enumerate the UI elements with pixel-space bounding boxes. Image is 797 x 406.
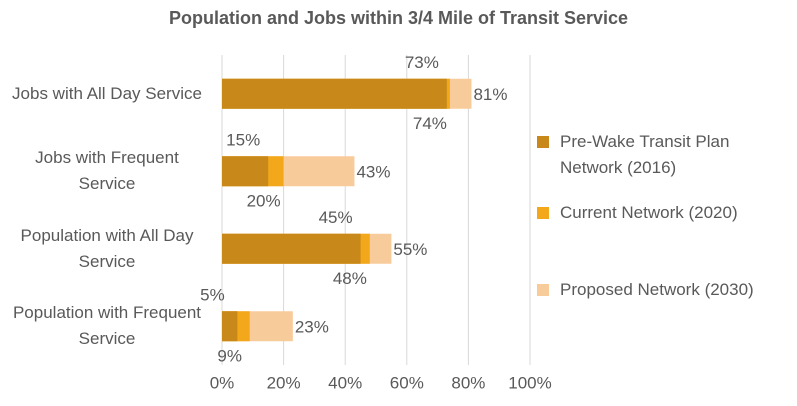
data-label: 55% (393, 240, 427, 259)
data-label: 45% (319, 208, 353, 227)
x-tick-label: 100% (508, 373, 551, 392)
x-tick-label: 60% (390, 373, 424, 392)
legend-swatch (537, 136, 549, 148)
bar (222, 311, 238, 342)
y-tick-label: Jobs with Frequent Service (35, 148, 179, 194)
y-tick-label: Population with All Day Service (20, 225, 194, 271)
data-label: 15% (226, 131, 260, 150)
data-label: 23% (295, 318, 329, 337)
y-tick-label: Jobs with All Day Service (12, 83, 202, 103)
data-label: 5% (200, 286, 225, 305)
bar (222, 78, 447, 109)
bar (222, 233, 361, 264)
x-tick-label: 0% (210, 373, 235, 392)
data-label: 9% (217, 347, 242, 366)
data-label: 74% (413, 114, 447, 133)
bar (222, 156, 269, 187)
chart-title: Population and Jobs within 3/4 Mile of T… (168, 8, 629, 28)
x-tick-label: 20% (267, 373, 301, 392)
data-label: 20% (247, 192, 281, 211)
legend-swatch (537, 207, 549, 219)
legend-label: Current Network (2020) (560, 203, 738, 222)
legend-label: Proposed Network (2030) (560, 280, 754, 299)
data-label: 43% (356, 163, 390, 182)
y-tick-label: Population with Frequent Service (12, 303, 202, 349)
data-label: 73% (405, 53, 439, 72)
x-tick-label: 80% (451, 373, 485, 392)
data-label: 81% (473, 85, 507, 104)
x-tick-label: 40% (328, 373, 362, 392)
legend-swatch (537, 284, 549, 296)
legend-label: Pre-Wake Transit Plan Network (2016) (560, 132, 730, 177)
data-label: 48% (333, 269, 367, 288)
